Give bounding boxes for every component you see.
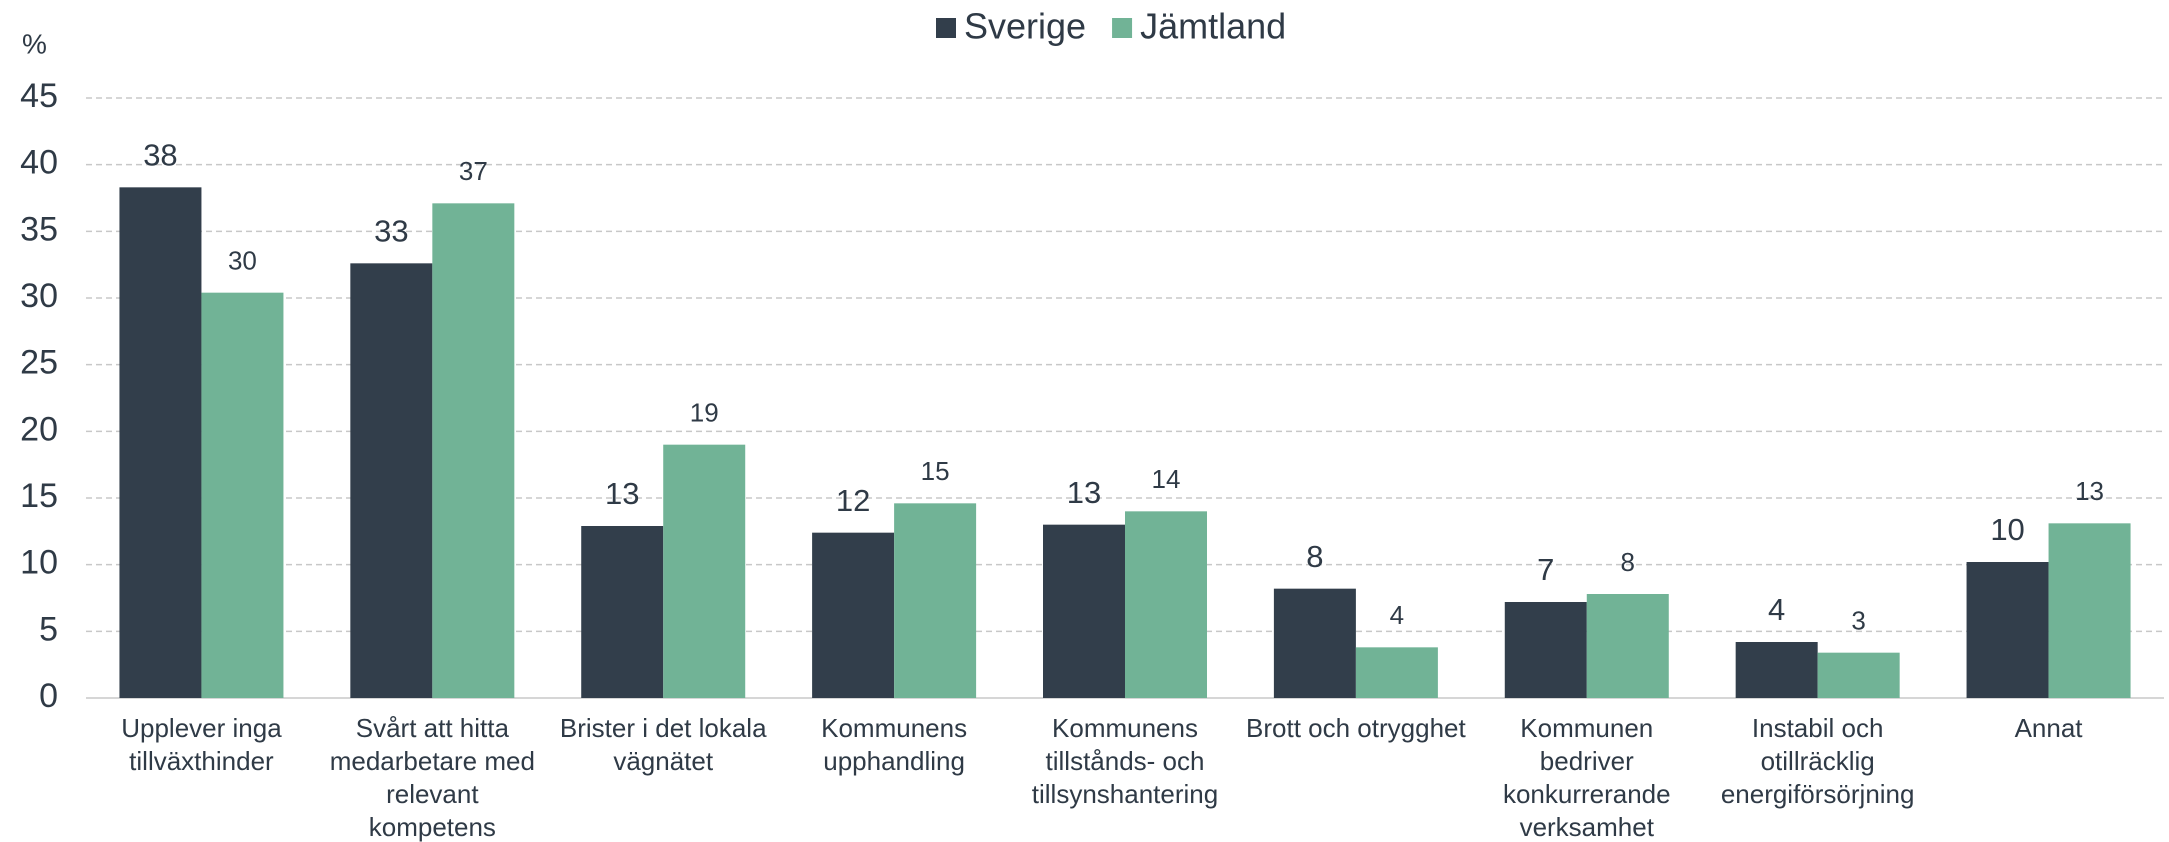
- x-tick-label: Instabil och otillräcklig energiförsörjn…: [1720, 713, 1915, 809]
- y-axis-label: %: [22, 28, 47, 59]
- y-tick-label: 25: [20, 344, 58, 382]
- y-tick-label: 20: [20, 410, 58, 448]
- y-tick-label: 5: [39, 610, 58, 648]
- data-label: 37: [459, 156, 488, 186]
- y-tick-label: 30: [20, 277, 58, 315]
- data-label: 30: [228, 246, 257, 276]
- bar: [432, 203, 515, 699]
- data-label: 15: [921, 456, 950, 486]
- data-label: 8: [1621, 547, 1635, 577]
- y-tick-label: 10: [20, 544, 58, 582]
- bar: [1735, 642, 1818, 698]
- data-label: 10: [1990, 512, 2024, 547]
- x-tick-label: Annat: [2014, 713, 2083, 743]
- y-tick-label: 15: [20, 477, 58, 515]
- bar: [663, 444, 746, 698]
- bar: [119, 187, 202, 699]
- legend-swatch: [936, 18, 956, 38]
- y-tick-label: 40: [20, 144, 58, 182]
- data-label: 12: [836, 483, 870, 518]
- x-tick-label: Kommunens tillstånds- och tillsynshanter…: [1031, 713, 1219, 809]
- data-label: 38: [143, 138, 177, 173]
- data-label: 13: [605, 476, 639, 511]
- y-tick-label: 35: [20, 210, 58, 248]
- y-tick-label: 0: [39, 677, 58, 715]
- bar: [2048, 523, 2131, 698]
- bar: [894, 503, 977, 698]
- data-label: 8: [1306, 539, 1323, 574]
- data-label: 4: [1768, 592, 1785, 627]
- bar: [581, 526, 664, 698]
- y-tick-label: 45: [20, 77, 58, 115]
- data-label: 13: [1067, 475, 1101, 510]
- bar: [1043, 524, 1125, 698]
- data-label: 7: [1537, 552, 1554, 587]
- data-label: 3: [1851, 606, 1865, 636]
- x-tick-label: Kommunen bedriver konkurrerande verksamh…: [1502, 713, 1671, 842]
- x-tick-label: Kommunens upphandling: [821, 713, 968, 776]
- data-label: 4: [1390, 600, 1404, 630]
- data-label: 19: [690, 398, 719, 428]
- data-label: 33: [374, 214, 408, 249]
- bar: [1273, 588, 1356, 698]
- data-label: 14: [1152, 464, 1181, 494]
- x-tick-label: Brott och otrygghet: [1246, 713, 1466, 743]
- bar: [201, 292, 284, 698]
- x-tick-label: Svårt att hitta medarbetare med relevant…: [329, 713, 535, 842]
- bar: [1586, 594, 1669, 698]
- bar: [1817, 652, 1900, 698]
- bar: [1355, 647, 1438, 698]
- x-tick-label: Brister i det lokala vägnätet: [559, 713, 767, 776]
- bar: [1966, 562, 2049, 698]
- data-label: 13: [2075, 476, 2104, 506]
- legend-label: Sverige: [964, 6, 1086, 47]
- bar: [812, 532, 895, 698]
- legend-swatch: [1112, 18, 1133, 38]
- x-tick-label: Upplever inga tillväxthinder: [121, 713, 282, 776]
- legend-label: Jämtland: [1140, 6, 1286, 47]
- bar: [1125, 511, 1207, 698]
- bar: [350, 263, 433, 698]
- bar: [1504, 602, 1587, 698]
